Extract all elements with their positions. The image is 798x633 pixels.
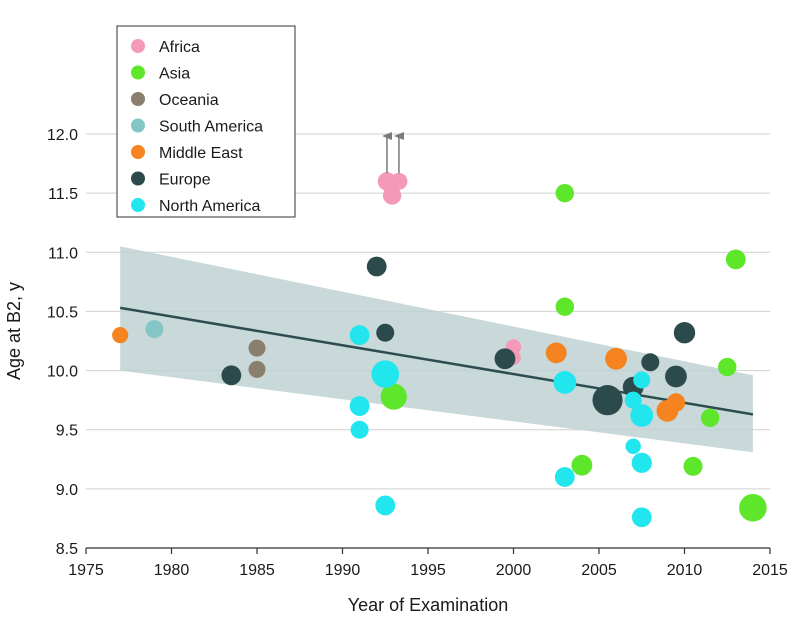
point-asia — [380, 383, 407, 410]
y-tick-label: 11.5 — [48, 186, 78, 203]
point-middle-east — [656, 399, 679, 422]
point-asia — [683, 456, 703, 476]
legend-marker-africa — [131, 39, 145, 53]
legend-marker-middle-east — [131, 145, 145, 159]
point-europe — [673, 322, 696, 344]
point-north-america — [631, 507, 652, 528]
point-europe — [221, 365, 242, 386]
legend-marker-asia — [131, 65, 145, 80]
point-europe — [665, 365, 687, 388]
point-middle-east — [112, 326, 129, 344]
legend-marker-oceania — [131, 92, 145, 106]
point-north-america — [625, 438, 641, 454]
point-north-america — [554, 467, 575, 487]
legend-marker-north-america — [131, 198, 145, 212]
point-oceania — [248, 360, 266, 378]
y-tick-label: 9.0 — [56, 482, 78, 499]
x-tick-label: 2015 — [752, 562, 788, 579]
point-oceania — [248, 339, 266, 357]
point-north-america — [633, 371, 651, 389]
point-africa — [390, 172, 408, 190]
y-tick-label: 11.0 — [48, 245, 78, 262]
point-africa — [382, 186, 402, 205]
point-north-america — [631, 452, 652, 473]
legend-marker-south-america — [131, 118, 145, 133]
point-asia — [555, 183, 574, 203]
point-asia — [725, 249, 746, 270]
x-tick-label: 2010 — [667, 562, 703, 579]
point-north-america — [349, 325, 370, 345]
y-tick-label: 9.5 — [56, 423, 78, 440]
point-europe — [366, 256, 387, 277]
point-europe — [376, 323, 395, 342]
point-asia — [555, 297, 574, 316]
legend: Africa Asia Oceania South America Middle Eas… — [116, 25, 296, 218]
x-tick-label: 1990 — [325, 562, 361, 579]
y-tick-label: 10.0 — [47, 364, 78, 381]
point-middle-east — [605, 347, 627, 370]
legend-marker-europe — [131, 171, 145, 186]
y-axis-title: Age at B2, y — [4, 282, 24, 380]
confidence-band — [120, 246, 753, 453]
x-tick-label: 1985 — [239, 562, 275, 579]
point-asia — [700, 408, 720, 428]
point-north-america — [375, 495, 396, 516]
point-north-america — [371, 360, 400, 388]
legend-box — [116, 25, 296, 218]
legend-label-middle-east: Middle East — [159, 145, 243, 162]
point-north-america — [624, 391, 642, 409]
y-tick-label: 8.5 — [56, 541, 78, 558]
point-africa — [377, 172, 397, 191]
point-north-america — [630, 404, 654, 427]
point-north-america — [350, 420, 369, 439]
legend-label-africa: Africa — [159, 39, 200, 56]
legend-label-oceania: Oceania — [159, 92, 219, 109]
point-south-america — [145, 320, 164, 339]
point-europe — [641, 353, 660, 372]
point-asia — [739, 493, 767, 522]
arrows-group — [381, 132, 404, 174]
x-tick-label: 2005 — [581, 562, 617, 579]
x-axis-title: Year of Examination — [348, 595, 508, 615]
point-asia — [571, 454, 593, 476]
axes: 8.5 9.0 9.5 10.0 10.5 11.0 11.5 12.0 1975 1980 198… — [4, 127, 788, 615]
point-asia — [718, 357, 737, 377]
trend-line — [119, 306, 754, 416]
x-tick-label: 2000 — [496, 562, 532, 579]
y-tick-label: 10.5 — [47, 304, 78, 321]
point-north-america — [553, 371, 577, 394]
y-tick-label: 12.0 — [47, 127, 78, 144]
legend-label-asia: Asia — [159, 66, 190, 83]
x-tick-label: 1995 — [410, 562, 446, 579]
point-north-america — [349, 396, 370, 416]
data-points — [112, 172, 767, 528]
point-middle-east — [545, 342, 567, 364]
x-tick-label: 1980 — [154, 562, 190, 579]
legend-label-europe: Europe — [159, 172, 211, 189]
legend-label-south-america: South America — [159, 119, 263, 136]
confidence-band-group — [120, 246, 753, 453]
trend-line-group — [119, 306, 754, 416]
legend-label-north-america: North America — [159, 198, 260, 215]
x-tick-label: 1975 — [68, 562, 104, 579]
point-europe — [494, 348, 516, 370]
point-europe — [592, 385, 623, 416]
